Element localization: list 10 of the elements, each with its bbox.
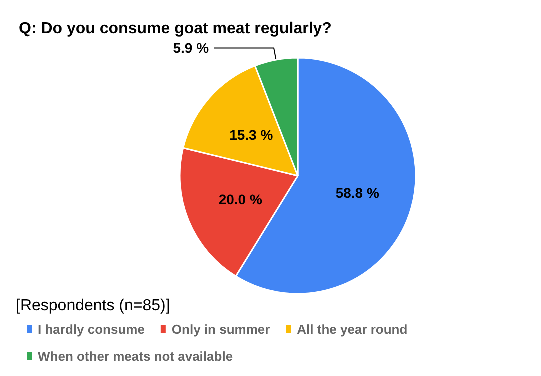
legend-label: All the year round [297,322,408,337]
legend-label: Only in summer [172,322,270,337]
data-label: 5.9 % [173,40,210,56]
legend-label: When other meats not available [38,349,234,364]
chart-title: Q: Do you consume goat meat regularly? [19,20,332,38]
legend-label: I hardly consume [38,322,145,337]
data-label: 15.3 % [230,127,274,144]
text: [Respondents (n=85)] [16,298,170,314]
data-label: 20.0 % [218,192,263,208]
data-label: 58.8 % [336,184,380,201]
